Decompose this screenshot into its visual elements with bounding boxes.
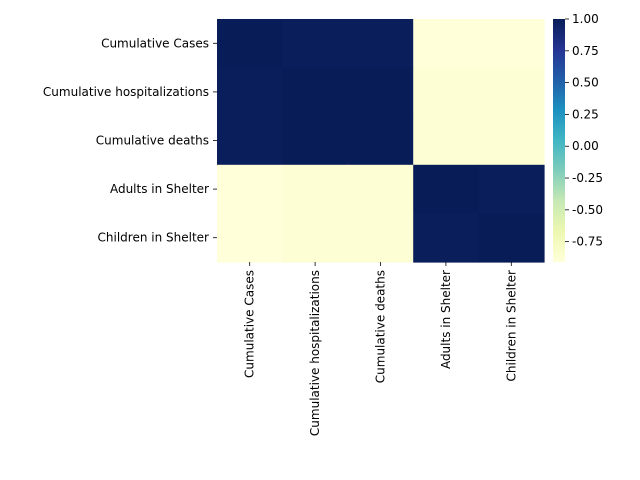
heatmap-cell (478, 19, 545, 69)
heatmap-cell (413, 19, 480, 69)
heatmap-cell (478, 116, 545, 166)
colorbar-tick-label: -0.50 (572, 203, 603, 217)
heatmap-cell (282, 116, 349, 166)
heatmap-cells (217, 19, 545, 263)
colorbar-tick-label: 0.00 (572, 139, 599, 153)
colorbar-tick-label: 0.50 (572, 76, 599, 90)
colorbar-tick-label: 1.00 (572, 12, 599, 26)
heatmap-cell (413, 164, 480, 214)
row-label: Adults in Shelter (110, 182, 209, 196)
column-label: Adults in Shelter (439, 270, 453, 369)
column-label: Cumulative hospitalizations (308, 270, 322, 436)
heatmap-cell (413, 116, 480, 166)
heatmap-cell (413, 67, 480, 117)
colorbar-tick-label: 0.75 (572, 44, 599, 58)
heatmap-cell (217, 67, 283, 117)
column-labels: Cumulative Cases Cumulative hospitalizati… (243, 262, 518, 436)
colorbar-gradient (553, 19, 565, 262)
heatmap-cell (478, 213, 545, 263)
heatmap-cell (217, 116, 283, 166)
heatmap-cell (282, 213, 349, 263)
colorbar-tick-label: 0.25 (572, 107, 599, 121)
heatmap-cell (347, 67, 414, 117)
row-label: Cumulative Cases (101, 36, 209, 50)
heatmap-cell (347, 19, 414, 69)
row-label: Children in Shelter (98, 231, 210, 245)
heatmap-cell (347, 116, 414, 166)
heatmap-cell (282, 67, 349, 117)
heatmap-cell (217, 213, 283, 263)
colorbar-tick-label: -0.25 (572, 171, 603, 185)
row-label: Cumulative hospitalizations (43, 85, 209, 99)
heatmap-cell (282, 164, 349, 214)
row-label: Cumulative deaths (96, 134, 209, 148)
heatmap-cell (217, 164, 283, 214)
row-labels: Cumulative Cases Cumulative hospitalizati… (43, 36, 217, 245)
heatmap-cell (478, 67, 545, 117)
colorbar: 1.00 0.75 0.50 0.25 0.00 -0.25 -0.50 -0.75 (553, 12, 603, 262)
colorbar-tick-label: -0.75 (572, 235, 603, 249)
column-label: Children in Shelter (504, 270, 518, 382)
heatmap-cell (347, 164, 414, 214)
heatmap-cell (413, 213, 480, 263)
heatmap-cell (478, 164, 545, 214)
heatmap-cell (282, 19, 349, 69)
heatmap-cell (347, 213, 414, 263)
column-label: Cumulative deaths (374, 270, 388, 383)
heatmap-cell (217, 19, 283, 69)
column-label: Cumulative Cases (243, 270, 257, 378)
